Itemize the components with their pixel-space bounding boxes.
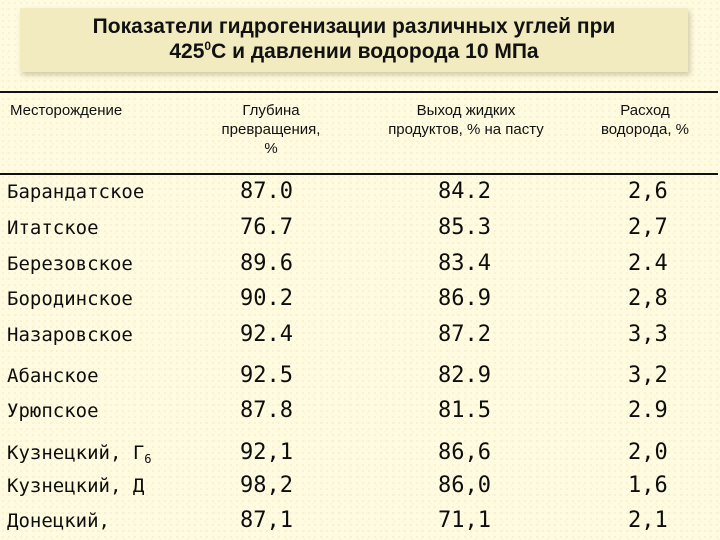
deposit-name-text: Бородинское <box>7 288 133 310</box>
deposit-name-text: Донецкий, <box>7 510 110 532</box>
header-conversion-depth: Глубина превращения, % <box>196 101 346 158</box>
liquid-yield-value: 86,0 <box>438 473 491 498</box>
liquid-yield-value: 86.9 <box>438 286 491 311</box>
deposit-name: Урюпское <box>7 393 99 429</box>
liquid-yield-value: 71,1 <box>438 508 491 533</box>
deposit-name: Барандатское <box>7 174 144 210</box>
deposit-name-text: Назаровское <box>7 324 133 346</box>
table-row: Донецкий, 87,1 71,1 2,1 <box>0 503 720 539</box>
hydrogen-consumption-value: 2,6 <box>628 179 668 204</box>
deposit-name: Березовское <box>7 246 133 282</box>
title-conditions: С и давлении водорода 10 МПа <box>211 40 539 63</box>
header-hydrogen-consumption: Расход водорода, % <box>580 101 710 139</box>
deposit-name-text: Урюпское <box>7 400 99 422</box>
conversion-depth-value: 87,1 <box>240 508 293 533</box>
conversion-depth-value: 92,1 <box>240 440 293 465</box>
deposit-name: Донецкий, <box>7 503 110 539</box>
conversion-depth-value: 89.6 <box>240 251 293 276</box>
header-liquid-yield: Выход жидких продуктов, % на пасту <box>358 101 574 139</box>
table-row: Кузнецкий, Г6 92,1 86,6 2,0 <box>0 435 720 471</box>
table-row: Березовское 89.6 83.4 2.4 <box>0 246 720 282</box>
deposit-name: Кузнецкий, Д <box>7 468 144 504</box>
hydrogen-consumption-value: 1,6 <box>628 473 668 498</box>
conversion-depth-value: 92.4 <box>240 322 293 347</box>
deposit-name-text: Березовское <box>7 253 133 275</box>
table-row: Итатское 76.7 85.3 2,7 <box>0 210 720 246</box>
liquid-yield-value: 81.5 <box>438 398 491 423</box>
deposit-name: Кузнецкий, Г6 <box>7 435 152 471</box>
table-row: Бородинское 90.2 86.9 2,8 <box>0 281 720 317</box>
hydrogen-consumption-value: 2,0 <box>628 440 668 465</box>
header-conversion-depth-line-2: превращения, <box>221 121 321 138</box>
liquid-yield-value: 87.2 <box>438 322 491 347</box>
table-row: Урюпское 87.8 81.5 2.9 <box>0 393 720 429</box>
deposit-name-text: Итатское <box>7 217 99 239</box>
title-degree-sup: 0 <box>204 39 212 53</box>
table-header-rule <box>0 173 718 175</box>
conversion-depth-value: 76.7 <box>240 215 293 240</box>
deposit-name-sub: 6 <box>144 452 152 466</box>
hydrogen-consumption-value: 3,2 <box>628 363 668 388</box>
liquid-yield-value: 85.3 <box>438 215 491 240</box>
conversion-depth-value: 90.2 <box>240 286 293 311</box>
title-temperature: 425 <box>169 40 205 63</box>
header-deposit: Месторождение <box>10 102 123 119</box>
deposit-name-text: Кузнецкий, Г <box>7 442 145 464</box>
header-hydrogen-consumption-line-1: Расход <box>620 102 670 119</box>
header-conversion-depth-line-3: % <box>264 140 278 157</box>
hydrogen-consumption-value: 3,3 <box>628 322 668 347</box>
conversion-depth-value: 87.8 <box>240 398 293 423</box>
deposit-name: Итатское <box>7 210 99 246</box>
deposit-name-text: Барандатское <box>7 181 145 203</box>
header-liquid-yield-line-2: продуктов, % на пасту <box>388 121 544 138</box>
hydrogen-consumption-value: 2,1 <box>628 508 668 533</box>
conversion-depth-value: 98,2 <box>240 473 293 498</box>
header-hydrogen-consumption-line-2: водорода, % <box>600 121 690 138</box>
table-row: Кузнецкий, Д 98,2 86,0 1,6 <box>0 468 720 504</box>
table-row: Назаровское 92.4 87.2 3,3 <box>0 317 720 353</box>
title-box: Показатели гидрогенизации различных угле… <box>20 8 688 72</box>
hydrogen-consumption-value: 2.9 <box>628 398 668 423</box>
hydrogen-consumption-value: 2,7 <box>628 215 668 240</box>
liquid-yield-value: 84.2 <box>438 179 491 204</box>
conversion-depth-value: 92.5 <box>240 363 293 388</box>
page-title-line-1: Показатели гидрогенизации различных угле… <box>92 15 616 38</box>
deposit-name: Абанское <box>7 358 99 394</box>
table-row: Барандатское 87.0 84.2 2,6 <box>0 174 720 210</box>
liquid-yield-value: 82.9 <box>438 363 491 388</box>
liquid-yield-value: 83.4 <box>438 251 491 276</box>
table-top-rule <box>0 91 718 93</box>
conversion-depth-value: 87.0 <box>240 179 293 204</box>
liquid-yield-value: 86,6 <box>438 440 491 465</box>
hydrogen-consumption-value: 2,8 <box>628 286 668 311</box>
header-conversion-depth-line-1: Глубина <box>242 102 300 119</box>
hydrogen-consumption-value: 2.4 <box>628 251 668 276</box>
header-liquid-yield-line-1: Выход жидких <box>416 102 516 119</box>
deposit-name-text: Абанское <box>7 365 99 387</box>
deposit-name: Назаровское <box>7 317 133 353</box>
table-row: Абанское 92.5 82.9 3,2 <box>0 358 720 394</box>
deposit-name: Бородинское <box>7 281 133 317</box>
page-title-line-2: 4250С и давлении водорода 10 МПа <box>20 39 688 64</box>
deposit-name-text: Кузнецкий, Д <box>7 475 145 497</box>
